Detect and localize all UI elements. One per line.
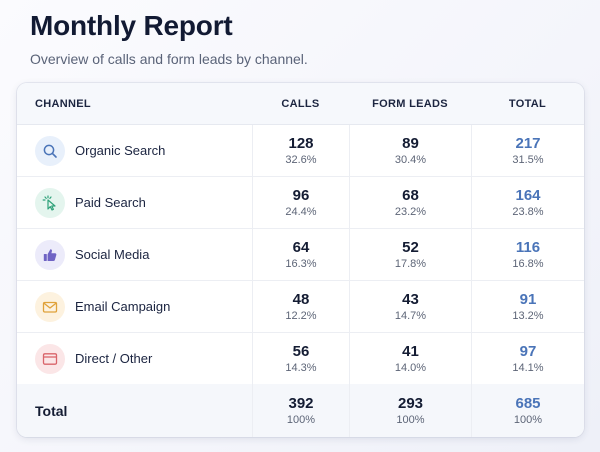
- page-title: Monthly Report: [30, 10, 233, 41]
- search-icon: [35, 135, 65, 166]
- table-row[interactable]: Direct / Other 56 14.3% 41 14.0% 97 14.1%: [17, 333, 584, 385]
- total-leads-percent: 100%: [396, 413, 425, 426]
- leads-percent: 30.4%: [394, 153, 427, 166]
- leads-percent: 23.2%: [394, 205, 427, 218]
- table-row[interactable]: Paid Search 96 24.4% 68 23.2% 164 23.8%: [17, 177, 584, 229]
- grand-total-percent: 100%: [513, 413, 543, 426]
- calls-percent: 12.2%: [285, 309, 317, 322]
- total-value: 91: [519, 290, 537, 308]
- calls-value: 64: [292, 238, 310, 256]
- leads-percent: 14.0%: [394, 361, 427, 374]
- table-row[interactable]: Social Media 64 16.3% 52 17.8% 116 16.8%: [17, 229, 584, 281]
- browser-window-icon: [35, 343, 65, 374]
- leads-percent: 14.7%: [394, 309, 427, 322]
- leads-value: 41: [402, 342, 419, 360]
- leads-value: 43: [402, 290, 419, 308]
- table-row[interactable]: Organic Search 128 32.6% 89 30.4% 217 31.5%: [17, 125, 584, 177]
- total-percent: 23.8%: [512, 205, 544, 218]
- total-value: 217: [515, 134, 541, 152]
- total-calls-percent: 100%: [286, 413, 316, 426]
- calls-value: 128: [288, 134, 314, 152]
- header-channel[interactable]: CHANNEL: [35, 97, 91, 110]
- total-calls-value: 392: [288, 394, 314, 412]
- leads-percent: 17.8%: [394, 257, 427, 270]
- header-calls[interactable]: CALLS: [281, 97, 320, 110]
- header-form-leads[interactable]: FORM LEADS: [372, 97, 448, 110]
- table-header: CHANNEL CALLS FORM LEADS TOTAL: [17, 83, 584, 125]
- total-percent: 16.8%: [512, 257, 544, 270]
- calls-percent: 16.3%: [285, 257, 317, 270]
- calls-value: 48: [292, 290, 310, 308]
- total-percent: 13.2%: [512, 309, 544, 322]
- total-leads-value: 293: [397, 394, 424, 412]
- calls-percent: 14.3%: [285, 361, 317, 374]
- envelope-icon: [35, 291, 65, 322]
- table-row[interactable]: Email Campaign 48 12.2% 43 14.7% 91 13.2%: [17, 281, 584, 333]
- total-percent: 31.5%: [512, 153, 544, 166]
- total-value: 164: [515, 186, 541, 204]
- totals-label: Total: [35, 402, 68, 419]
- calls-value: 96: [292, 186, 310, 204]
- leads-value: 68: [402, 186, 419, 204]
- grand-total-value: 685: [515, 394, 541, 412]
- report-table: CHANNEL CALLS FORM LEADS TOTAL Organic S…: [17, 83, 584, 437]
- page-subtitle: Overview of calls and form leads by chan…: [30, 51, 308, 67]
- header-total[interactable]: TOTAL: [508, 97, 547, 110]
- leads-value: 89: [402, 134, 419, 152]
- totals-row: Total 392 100% 293 100% 685 100%: [17, 384, 584, 437]
- channel-name: Social Media: [75, 247, 150, 262]
- total-percent: 14.1%: [512, 361, 544, 374]
- total-value: 116: [515, 238, 541, 256]
- cursor-click-icon: [35, 187, 65, 218]
- calls-percent: 32.6%: [285, 153, 317, 166]
- thumbs-up-icon: [35, 239, 65, 270]
- calls-value: 56: [292, 342, 310, 360]
- channel-name: Email Campaign: [75, 299, 171, 314]
- leads-value: 52: [402, 238, 419, 256]
- channel-name: Direct / Other: [75, 351, 153, 366]
- channel-name: Organic Search: [75, 143, 166, 158]
- channel-name: Paid Search: [75, 195, 146, 210]
- calls-percent: 24.4%: [285, 205, 317, 218]
- total-value: 97: [519, 342, 537, 360]
